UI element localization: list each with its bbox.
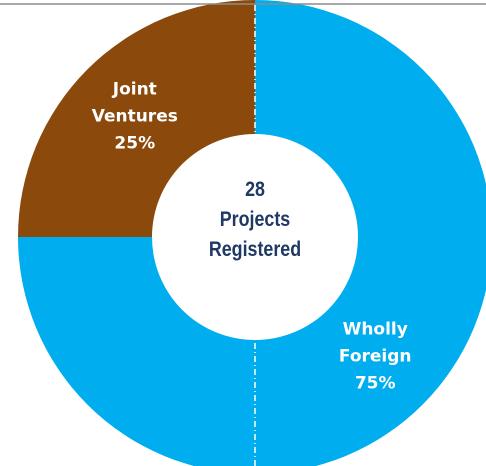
center-text: 28 Projects Registered (208, 175, 302, 265)
value-label: 25% (114, 133, 156, 154)
value-label: 75% (354, 373, 396, 394)
center-value: 28 (245, 178, 265, 201)
slices (18, 0, 486, 466)
center-label: Projects Registered (208, 208, 302, 261)
slice-label: Joint Ventures 25% (75, 76, 195, 157)
category: Wholly Foreign (338, 319, 412, 367)
slice-label: Wholly Foreign 75% (315, 317, 435, 398)
category: Joint Ventures (91, 79, 178, 127)
donut-slice (18, 0, 255, 237)
donut-slice (18, 0, 486, 466)
